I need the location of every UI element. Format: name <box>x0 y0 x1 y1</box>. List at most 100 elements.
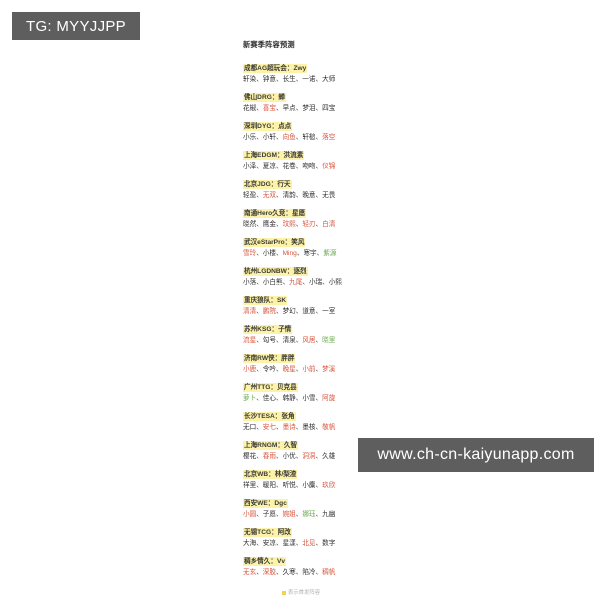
player-name: 晓里 <box>322 337 336 344</box>
name-separator: 、 <box>315 424 323 431</box>
team-roster: 无玄、深胶、久寒、陷冷、稠帆 <box>243 568 359 577</box>
name-separator: 、 <box>315 105 323 112</box>
player-name: 久寒 <box>282 569 296 576</box>
name-separator: 、 <box>256 453 263 460</box>
player-name: 白清 <box>322 221 336 228</box>
name-separator: 、 <box>275 105 283 112</box>
team-roster: 祥里、暖阳、听悦、小麋、玖欣 <box>243 481 359 490</box>
name-separator: 、 <box>275 337 283 344</box>
player-name: 北见 <box>302 540 316 547</box>
player-name: 晚星 <box>282 366 296 373</box>
legend-swatch-icon <box>281 591 286 595</box>
team-roster: 雪玲、小楼、Ming、寒宇、紫源 <box>243 249 359 258</box>
name-separator: 、 <box>315 76 323 83</box>
player-name: 仪锦 <box>322 163 336 170</box>
player-name: 九尾 <box>289 279 303 286</box>
name-separator: 、 <box>295 366 303 373</box>
name-separator: 、 <box>275 366 283 373</box>
player-name: 小泽 <box>243 163 257 170</box>
player-name: 鹏院 <box>262 308 276 315</box>
player-name: 陷冷 <box>302 569 316 576</box>
name-separator: 、 <box>315 221 323 228</box>
name-separator: 、 <box>295 308 303 315</box>
player-name: 无口 <box>243 424 257 431</box>
player-name: 婉姐 <box>282 511 296 518</box>
team-roster: 小鹿、令吟、晚星、小前、梦溪 <box>243 365 359 374</box>
team-header: 武汉eStarPro：笑风 <box>243 238 306 247</box>
team-header: 南通Hero久竞：星愿 <box>243 209 307 218</box>
player-name: 轩染 <box>243 76 257 83</box>
watermark-top-left: TG: MYYJJPP <box>12 12 140 40</box>
player-name: 令吟 <box>262 366 276 373</box>
name-separator: 、 <box>256 163 263 170</box>
name-separator: 、 <box>275 569 283 576</box>
player-name: 落空 <box>322 134 336 141</box>
name-separator: 、 <box>315 192 323 199</box>
team-list: 成都AG超玩会：Zwy 轩染、钟意、长生、一诺、大师 佛山DRG：蝉 花椒、喜宝、早点… <box>243 57 359 577</box>
player-name: 晚意 <box>302 192 316 199</box>
team-roster: 流星、勾号、清泉、风居、晓里 <box>243 336 359 345</box>
player-name: 暖阳 <box>262 482 276 489</box>
player-name: 轩槌 <box>302 134 316 141</box>
player-name: 安凉 <box>262 540 276 547</box>
player-name: 吻吻 <box>302 163 316 170</box>
name-separator: 、 <box>275 482 283 489</box>
player-name: 大师 <box>322 76 336 83</box>
player-name: 小优 <box>282 453 296 460</box>
name-separator: 、 <box>275 221 283 228</box>
name-separator: 、 <box>315 569 323 576</box>
player-name: 子愿 <box>262 511 276 518</box>
team-block: 北京WB：林/梨渣 祥里、暖阳、听悦、小麋、玖欣 <box>243 463 359 490</box>
team-header: 深圳DYG：点点 <box>243 122 293 131</box>
team-header: 北京WB：林/梨渣 <box>243 470 298 479</box>
name-separator: 、 <box>275 511 283 518</box>
player-name: 韩静 <box>282 395 296 402</box>
name-separator: 、 <box>275 395 283 402</box>
name-separator: 、 <box>282 279 290 286</box>
name-separator: 、 <box>295 76 303 83</box>
player-name: 无双 <box>262 192 276 199</box>
player-name: 清清 <box>243 308 257 315</box>
name-separator: 、 <box>295 482 303 489</box>
team-header: 佛山DRG：蝉 <box>243 93 287 102</box>
player-name: 雪玲 <box>243 250 257 257</box>
player-name: 流星 <box>243 337 257 344</box>
name-separator: 、 <box>256 221 263 228</box>
name-separator: 、 <box>275 308 283 315</box>
player-name: 小熙 <box>328 279 342 286</box>
player-name: 小白熊 <box>262 279 283 286</box>
player-name: 勾号 <box>262 337 276 344</box>
player-name: 春雨 <box>262 453 276 460</box>
name-separator: 、 <box>256 308 263 315</box>
name-separator: 、 <box>315 337 323 344</box>
name-separator: 、 <box>256 337 263 344</box>
player-name: 一诺 <box>302 76 316 83</box>
player-name: 萝卜 <box>243 395 257 402</box>
team-block: 上海RNGM：久智 樱花、春雨、小优、洞洞、久雄 <box>243 434 359 461</box>
team-header: 广州TTG：贝克县 <box>243 383 298 392</box>
team-header: 上海EDGM：洪流素 <box>243 151 305 160</box>
team-header: 无锡TCG：阿改 <box>243 528 292 537</box>
player-name: 梦溪 <box>322 366 336 373</box>
team-block: 成都AG超玩会：Zwy 轩染、钟意、长生、一诺、大师 <box>243 57 359 84</box>
team-block: 重庆狼队：SK 清清、鹏院、梦幻、道意、一室 <box>243 289 359 316</box>
player-name: 洞洞 <box>302 453 316 460</box>
name-separator: 、 <box>275 424 283 431</box>
player-name: 小雪 <box>302 395 316 402</box>
team-roster: 小落、小白熊、九尾、小瑞、小熙 <box>243 278 359 287</box>
team-roster: 清清、鹏院、梦幻、道意、一室 <box>243 307 359 316</box>
player-name: 小前 <box>302 366 316 373</box>
team-header: 稠乡情久：Vv <box>243 557 287 566</box>
player-name: 玖欣 <box>322 482 336 489</box>
player-name: 向鱼 <box>282 134 296 141</box>
player-name: 九幽 <box>322 511 336 518</box>
name-separator: 、 <box>256 424 263 431</box>
team-block: 广州TTG：贝克县 萝卜、佳心、韩静、小雪、阿旋 <box>243 376 359 403</box>
player-name: 晓然 <box>243 221 257 228</box>
team-roster: 大海、安凉、星漾、北见、数字 <box>243 539 359 548</box>
team-block: 上海EDGM：洪流素 小泽、夏凉、花卷、吻吻、仪锦 <box>243 144 359 171</box>
player-name: 梦泪 <box>302 105 316 112</box>
name-separator: 、 <box>275 250 283 257</box>
name-separator: 、 <box>256 540 263 547</box>
team-roster: 小泽、夏凉、花卷、吻吻、仪锦 <box>243 162 359 171</box>
